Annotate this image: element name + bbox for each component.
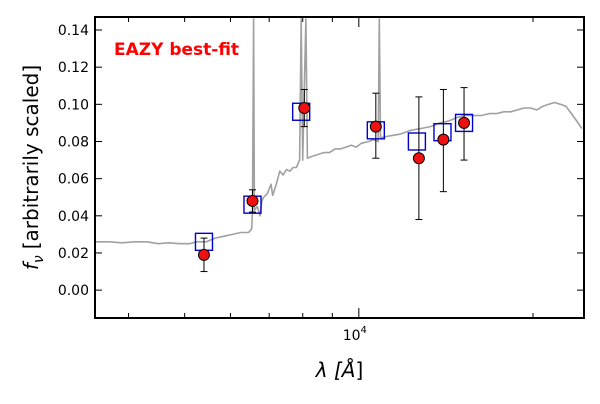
model-spectrum-line bbox=[95, 18, 583, 245]
y-axis-label-symbol: f bbox=[19, 260, 43, 270]
y-axis-label-sub: ν bbox=[31, 255, 47, 263]
observed-point-4 bbox=[412, 96, 425, 221]
axis-ticks: 0.00 0.02 0.04 0.06 0.08 0.10 0.12 0.14 104 bbox=[58, 17, 584, 344]
observed-marker-3 bbox=[369, 120, 382, 133]
plot-frame bbox=[94, 16, 585, 319]
y-tick-label-2: 0.04 bbox=[58, 209, 89, 225]
observed-marker-6 bbox=[458, 116, 471, 129]
observed-marker-1 bbox=[246, 194, 259, 207]
y-tick-label-0: 0.00 bbox=[58, 283, 89, 299]
x-axis-label-unit: Å bbox=[340, 358, 356, 382]
x-tick-label-base: 10 bbox=[343, 328, 361, 344]
y-tick-label-5: 0.10 bbox=[58, 97, 89, 113]
observed-point-0 bbox=[197, 237, 210, 273]
y-tick-label-6: 0.12 bbox=[58, 60, 89, 76]
observed-point-1 bbox=[246, 189, 259, 213]
observed-marker-5 bbox=[437, 133, 450, 146]
observed-point-3 bbox=[369, 92, 382, 159]
x-axis-label: λ [Å] bbox=[315, 358, 364, 382]
plot-content bbox=[95, 18, 583, 273]
x-tick-label-exp: 4 bbox=[361, 325, 367, 336]
plot-clip-group bbox=[95, 18, 583, 273]
y-tick-label-1: 0.02 bbox=[58, 246, 89, 262]
y-tick-label-3: 0.06 bbox=[58, 172, 89, 188]
x-axis-label-main: λ [ bbox=[315, 358, 343, 382]
x-tick-label-0: 104 bbox=[343, 325, 367, 344]
y-axis-label: fν [arbitrarily scaled] bbox=[19, 65, 47, 270]
y-tick-label-7: 0.14 bbox=[58, 23, 89, 39]
observed-point-2 bbox=[298, 88, 311, 128]
x-axis-label-close: ] bbox=[355, 358, 363, 382]
observed-marker-0 bbox=[197, 248, 210, 261]
y-axis-label-text: [arbitrarily scaled] bbox=[19, 65, 43, 249]
observed-marker-2 bbox=[298, 102, 311, 115]
y-tick-label-4: 0.08 bbox=[58, 134, 89, 150]
chart-annotation: EAZY best-fit bbox=[114, 40, 239, 60]
observed-point-6 bbox=[458, 87, 471, 161]
observed-marker-4 bbox=[412, 152, 425, 165]
model-photometry-square-4 bbox=[407, 132, 427, 151]
observed-point-5 bbox=[437, 88, 450, 193]
